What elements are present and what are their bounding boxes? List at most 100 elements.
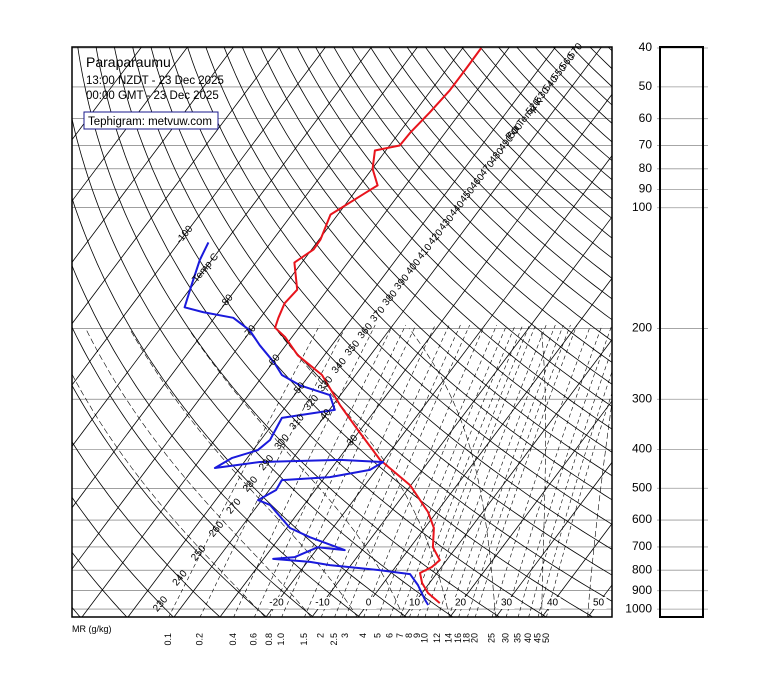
- mixing-ratio-line: [168, 324, 321, 617]
- isotherm: [72, 47, 188, 202]
- mr-tick-label: 30: [501, 633, 511, 643]
- pressure-tick-label: 60: [639, 111, 653, 125]
- mr-axis-label: MR (g/kg): [72, 624, 112, 634]
- mixing-ratio-line: [334, 324, 461, 617]
- mr-tick-label: 50: [541, 633, 551, 643]
- pressure-tick-label: 1000: [625, 601, 652, 615]
- isotherm: [72, 47, 418, 509]
- mr-tick-label: 0.6: [249, 633, 259, 646]
- mixing-ratio-line: [546, 391, 612, 617]
- mixing-ratio-line: [505, 324, 603, 617]
- temp-tick-label: 10: [409, 598, 421, 609]
- pressure-tick-label: 600: [632, 512, 652, 526]
- dry-adiabat: [260, 47, 612, 430]
- mixing-ratio-line: [467, 324, 571, 617]
- pressure-tick-label: 50: [639, 79, 653, 93]
- mixing-ratio-line: [363, 324, 486, 617]
- mixing-ratio-line: [437, 324, 547, 617]
- mr-tick-label: 16: [453, 633, 463, 643]
- temp-tick-label: -20: [269, 598, 284, 609]
- mr-tick-label: 2.5: [329, 633, 339, 646]
- dry-adiabat: [168, 47, 612, 550]
- dry-adiabat: [351, 47, 612, 321]
- mr-tick-label: 7: [395, 633, 405, 638]
- isotherm: [72, 47, 280, 325]
- label-bg: [406, 597, 423, 609]
- profiles: [183, 47, 483, 606]
- moist-adiabat: [275, 328, 450, 617]
- pressure-tick-label: 200: [632, 321, 652, 335]
- pressure-tick-label: 80: [639, 161, 653, 175]
- dry-adiabat: [72, 326, 314, 617]
- subtitle: 00:00 GMT - 23 Dec 2025: [86, 90, 219, 102]
- dry-adiabat: [205, 47, 612, 501]
- dry-adiabat: [150, 47, 612, 576]
- mixing-ratio-line: [517, 324, 612, 617]
- temp-tick-label: -10: [315, 598, 330, 609]
- dry-adiabat: [516, 47, 612, 143]
- mixing-ratio-line: [458, 324, 564, 617]
- mr-tick-label: 8: [404, 633, 414, 638]
- dry-adiabat: [278, 47, 612, 407]
- mixing-ratio-line: [233, 324, 376, 617]
- mr-tick-label: 40: [523, 633, 533, 643]
- label-bg: [590, 597, 607, 609]
- pressure-tick-label: 500: [632, 480, 652, 494]
- isotherm: [72, 47, 234, 263]
- dry-adiabat: [406, 47, 612, 259]
- moist-adiabat: [72, 373, 266, 617]
- mixing-ratio-line: [269, 324, 406, 617]
- mixing-ratio-line: [474, 324, 578, 617]
- moist-adiabat: [540, 328, 546, 617]
- mr-tick-label: 25: [486, 633, 496, 643]
- mixing-ratio-line: [528, 348, 612, 617]
- isotherm: [357, 277, 612, 617]
- label-bg: [268, 597, 285, 609]
- temp-tick-label: 40: [547, 598, 559, 609]
- dry-adiabat: [497, 47, 612, 162]
- pressure-panel: 40 50 60 70 80 90 100 200 300 400 500 600 700 800 900 1…: [625, 40, 708, 615]
- mr-tick-label: 0.4: [228, 633, 238, 646]
- mixing-ratio-line: [389, 324, 507, 617]
- pressure-panel-frame: [659, 46, 704, 618]
- mr-tick-label: 10: [419, 633, 429, 643]
- dry-adiabat: [72, 496, 174, 617]
- pressure-tick-label: 800: [632, 562, 652, 576]
- mr-tick-label: 9: [412, 633, 422, 638]
- chart-title: Paraparaumu: [86, 54, 171, 70]
- pressure-tick-label: 70: [639, 138, 653, 152]
- dry-adiabat: [223, 47, 612, 477]
- mr-tick-label: 45: [532, 633, 542, 643]
- pressure-tick-label: 100: [632, 200, 652, 214]
- pressure-tick-label: 900: [632, 583, 652, 597]
- label-bg: [498, 597, 515, 609]
- dry-adiabat: [296, 47, 612, 385]
- isotherm: [173, 47, 602, 617]
- dry-adiabat: [333, 47, 612, 342]
- mr-tick-label: 20: [470, 633, 480, 643]
- mixing-ratio-line: [377, 324, 497, 617]
- dry-adiabat: [479, 47, 612, 181]
- mr-tick-label: 2: [316, 633, 326, 638]
- dry-adiabat: [72, 264, 361, 617]
- isotherm: [72, 47, 326, 386]
- mixing-ratio-line: [254, 324, 394, 617]
- mixing-ratio-line: [417, 324, 530, 617]
- profile-line: [183, 241, 430, 606]
- source-text: Tephigram: metvuw.com: [88, 116, 212, 128]
- label-bg: [544, 597, 561, 609]
- dry-adiabat: [72, 196, 408, 617]
- dry-adiabat: [461, 47, 612, 200]
- mr-tick-label: 35: [513, 633, 523, 643]
- profile-line: [274, 47, 483, 604]
- dry-adiabat: [443, 47, 612, 219]
- label-bg: [452, 597, 469, 609]
- isotherm: [81, 47, 510, 617]
- dry-adiabat: [388, 47, 612, 279]
- mr-tick-label: 0.2: [194, 633, 204, 646]
- subtitle: 13:00 NZDT - 23 Dec 2025: [86, 75, 224, 87]
- mixing-ratio-line: [199, 324, 347, 617]
- mixing-ratio-line: [424, 324, 536, 617]
- mr-tick-label: 0.1: [163, 633, 173, 646]
